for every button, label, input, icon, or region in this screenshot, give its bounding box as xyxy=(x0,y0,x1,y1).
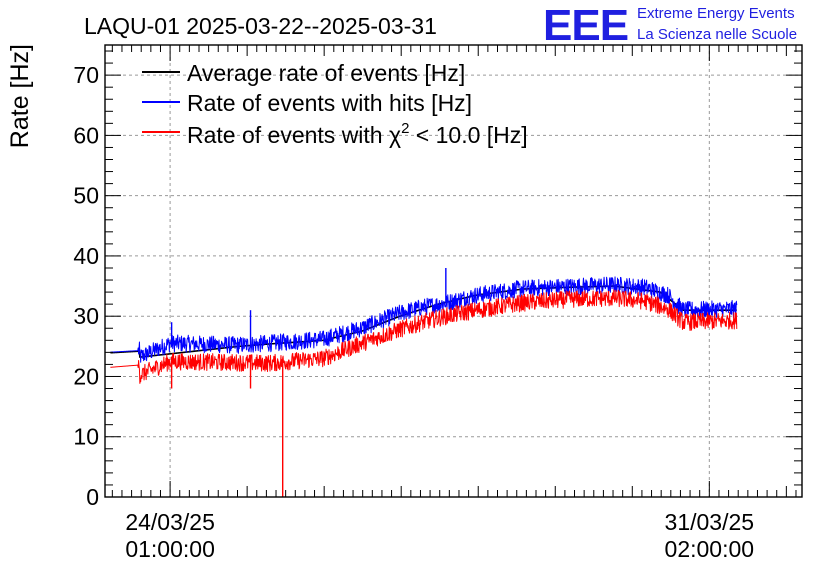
chart-title: LAQU-01 2025-03-22--2025-03-31 xyxy=(84,13,437,39)
x-tick-label-time: 01:00:00 xyxy=(125,536,215,562)
x-tick-label-date: 31/03/25 xyxy=(665,509,755,535)
brand-line-2: La Scienza nelle Scuole xyxy=(637,26,797,43)
y-tick-label: 50 xyxy=(73,183,99,209)
x-tick-label-time: 02:00:00 xyxy=(665,536,755,562)
grid-lines xyxy=(105,45,802,497)
y-tick-label: 30 xyxy=(73,303,99,329)
y-tick-label: 70 xyxy=(73,62,99,88)
legend-label-average: Average rate of events [Hz] xyxy=(187,60,465,86)
legend-chi2-exponent: 2 xyxy=(401,120,409,137)
brand-line-1: Extreme Energy Events xyxy=(637,5,795,22)
y-tick-labels: 0 10 20 30 40 50 60 70 xyxy=(73,62,99,510)
plot-frame xyxy=(104,44,803,498)
eee-logo: EEE Extreme Energy Events La Scienza nel… xyxy=(543,1,797,50)
series-line-hits xyxy=(110,276,738,363)
series-layer xyxy=(109,267,738,497)
y-axis-label: Rate [Hz] xyxy=(6,44,34,148)
legend-chi2-prefix: Rate of events with xyxy=(187,122,389,148)
legend-chi2-suffix: < 10.0 [Hz] xyxy=(409,122,527,148)
eee-logo-text: EEE xyxy=(543,1,628,50)
legend-label-chi2: Rate of events with χ2 < 10.0 [Hz] xyxy=(187,120,528,148)
y-tick-label: 10 xyxy=(73,424,99,450)
legend-chi2-symbol: χ xyxy=(389,122,401,148)
y-tick-label: 40 xyxy=(73,243,99,269)
legend-label-hits: Rate of events with hits [Hz] xyxy=(187,90,472,116)
y-tick-label: 60 xyxy=(73,122,99,148)
axes-frame xyxy=(104,44,803,498)
x-tick-label-date: 24/03/25 xyxy=(125,509,215,535)
y-tick-label: 20 xyxy=(73,363,99,389)
y-tick-label: 0 xyxy=(86,484,99,510)
series-line-chi2 xyxy=(110,289,738,384)
legend: Average rate of events [Hz] Rate of even… xyxy=(142,60,528,148)
